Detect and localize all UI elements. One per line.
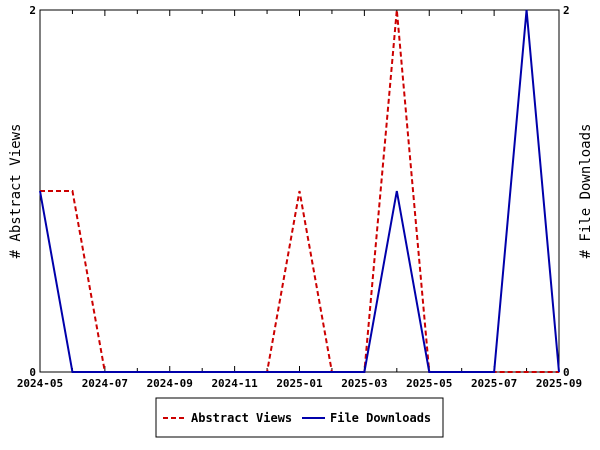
y-tick-label-right: 0	[563, 366, 570, 379]
series-line-file-downloads	[39, 9, 560, 373]
legend-box	[155, 397, 444, 438]
y-tick-label-right: 2	[563, 4, 570, 17]
legend: Abstract Views File Downloads	[155, 397, 444, 438]
legend-label-file-downloads: File Downloads	[330, 411, 431, 425]
series-lines	[39, 9, 560, 373]
y-tick-label-left: 0	[29, 366, 36, 379]
x-tick-label: 2025-01	[276, 377, 323, 390]
y-axis-tick-labels: 0 2 0 2	[29, 4, 569, 379]
y-axis-right-label: # File Downloads	[578, 124, 594, 259]
x-axis-tick-labels: 2024-05 2024-07 2024-09 2024-11 2025-01 2025-…	[17, 377, 582, 390]
x-tick-label: 2025-03	[341, 377, 387, 390]
y-axis-left-label: # Abstract Views	[8, 124, 24, 259]
x-tick-label: 2025-05	[406, 377, 452, 390]
x-tick-label: 2024-05	[17, 377, 63, 390]
x-tick-label: 2025-09	[536, 377, 582, 390]
x-tick-label: 2024-11	[211, 377, 258, 390]
x-tick-label: 2025-07	[471, 377, 517, 390]
x-tick-label: 2024-07	[82, 377, 128, 390]
y-tick-label-left: 2	[29, 4, 36, 17]
x-tick-label: 2024-09	[147, 377, 193, 390]
legend-label-abstract-views: Abstract Views	[191, 411, 292, 425]
